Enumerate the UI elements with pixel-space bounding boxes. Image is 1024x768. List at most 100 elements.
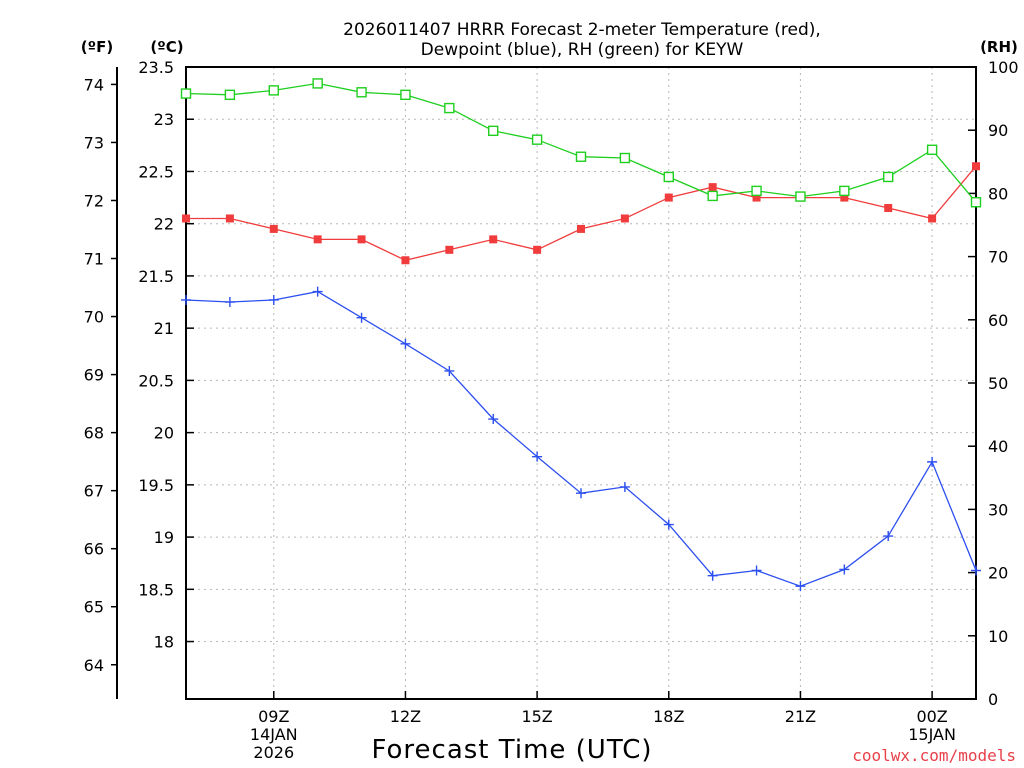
fahrenheit-tick-label: 67: [84, 482, 104, 501]
time-tick-label: 09Z: [258, 707, 289, 726]
celsius-tick-label: 20: [154, 424, 174, 443]
dewpoint-point: [883, 531, 894, 542]
rh-point: [883, 171, 894, 183]
rh-point: [926, 144, 938, 155]
dewpoint-point: [224, 297, 235, 308]
temperature-point: [401, 256, 410, 265]
rh-tick-label: 70: [988, 248, 1008, 267]
temperature-point: [533, 245, 542, 254]
rh-tick-label: 100: [988, 58, 1019, 77]
temperature-point: [225, 214, 234, 223]
rh-point: [531, 134, 543, 145]
celsius-tick-label: 18.5: [138, 580, 174, 599]
dewpoint-point: [663, 519, 674, 530]
fahrenheit-tick-label: 64: [84, 656, 104, 675]
dewpoint-point: [532, 451, 543, 462]
rh-point: [839, 185, 850, 197]
rh-point: [224, 89, 236, 101]
temperature-point: [752, 193, 761, 202]
temperature-point: [928, 214, 937, 223]
temperature-point: [182, 214, 190, 223]
temperature-point: [445, 245, 454, 254]
rh-tick-label: 90: [988, 121, 1008, 140]
dewpoint-point: [751, 565, 762, 576]
time-tick-label: 12Z: [390, 707, 421, 726]
rh-line: [185, 82, 977, 203]
fahrenheit-tick-label: 71: [84, 250, 104, 269]
fahrenheit-tick-label: 73: [84, 133, 104, 152]
rh-series: [180, 78, 982, 208]
rh-point: [356, 87, 367, 98]
dewpoint-point: [619, 481, 630, 492]
time-tick-label: 15JAN: [908, 725, 956, 744]
celsius-tick-label: 20.5: [138, 371, 174, 390]
dewpoint-point: [576, 488, 586, 499]
dewpoint-point: [795, 581, 806, 592]
chart-title-line-1: 2026011407 HRRR Forecast 2-meter Tempera…: [343, 20, 821, 40]
fahrenheit-axis: 74 73 72 71 70 69 68 67 66 65 64: [84, 75, 117, 675]
rh-point: [444, 102, 455, 114]
fahrenheit-tick-label: 74: [84, 75, 104, 94]
celsius-tick-label: 23.5: [138, 58, 174, 77]
rh-point: [707, 190, 718, 202]
dewpoint-point: [356, 312, 367, 323]
celsius-tick-label: 21.5: [138, 267, 174, 286]
rh-point: [312, 78, 323, 89]
rh-point: [180, 88, 192, 99]
celsius-tick-label: 22.5: [138, 162, 174, 181]
fahrenheit-tick-label: 69: [84, 366, 104, 385]
x-axis-label: Forecast Time (UTC): [371, 735, 652, 765]
fahrenheit-tick-label: 70: [84, 308, 104, 327]
temperature-point: [620, 214, 629, 223]
time-tick-label: 15Z: [521, 707, 552, 726]
rh-point: [619, 152, 631, 164]
rh-point: [970, 197, 982, 208]
rh-unit-label: (RH): [980, 38, 1018, 56]
temperature-point: [313, 235, 322, 244]
rh-point: [751, 185, 762, 197]
dewpoint-point: [181, 294, 191, 305]
temperature-point: [972, 162, 980, 171]
time-tick-label: 14JAN: [250, 725, 298, 744]
dewpoint-point: [971, 565, 981, 576]
rh-tick-label: 20: [988, 564, 1008, 583]
rh-tick-label: 30: [988, 500, 1008, 519]
rh-point: [795, 191, 806, 202]
celsius-tick-label: 19: [154, 528, 174, 547]
celsius-tick-label: 21: [154, 319, 174, 338]
rh-tick-label: 0: [988, 690, 998, 709]
time-tick-label: 18Z: [653, 707, 684, 726]
fahrenheit-tick-label: 66: [84, 540, 104, 559]
dewpoint-point: [488, 414, 499, 425]
rh-tick-label: 60: [988, 311, 1008, 330]
temperature-point: [489, 235, 498, 244]
celsius-tick-label: 19.5: [138, 476, 174, 495]
temperature-point: [708, 183, 717, 192]
temperature-series: [182, 162, 980, 265]
celsius-axis: 23.5 23 22.5 22 21.5 21 20.5 20 19.5 19 18.5 18: [138, 58, 194, 652]
dewpoint-point: [268, 294, 279, 305]
chart-title-line-2: Dewpoint (blue), RH (green) for KEYW: [421, 40, 744, 60]
site-credit[interactable]: coolwx.com/models: [852, 746, 1016, 765]
dewpoint-line: [185, 290, 977, 587]
rh-tick-label: 50: [988, 374, 1008, 393]
rh-point: [268, 85, 279, 96]
fahrenheit-tick-label: 72: [84, 191, 104, 210]
dewpoint-point: [839, 564, 850, 575]
dewpoint-point: [707, 570, 718, 581]
dewpoint-point: [444, 365, 455, 376]
fahrenheit-tick-label: 65: [84, 598, 104, 617]
celsius-tick-label: 22: [154, 215, 174, 234]
celsius-tick-label: 23: [154, 110, 174, 129]
rh-point: [663, 171, 674, 183]
temperature-line: [186, 165, 977, 261]
dewpoint-point: [312, 286, 323, 297]
dewpoint-series: [181, 286, 981, 592]
rh-tick-label: 40: [988, 437, 1008, 456]
rh-point: [575, 151, 587, 162]
rh-tick-label: 10: [988, 627, 1008, 646]
temperature-point: [840, 193, 849, 202]
